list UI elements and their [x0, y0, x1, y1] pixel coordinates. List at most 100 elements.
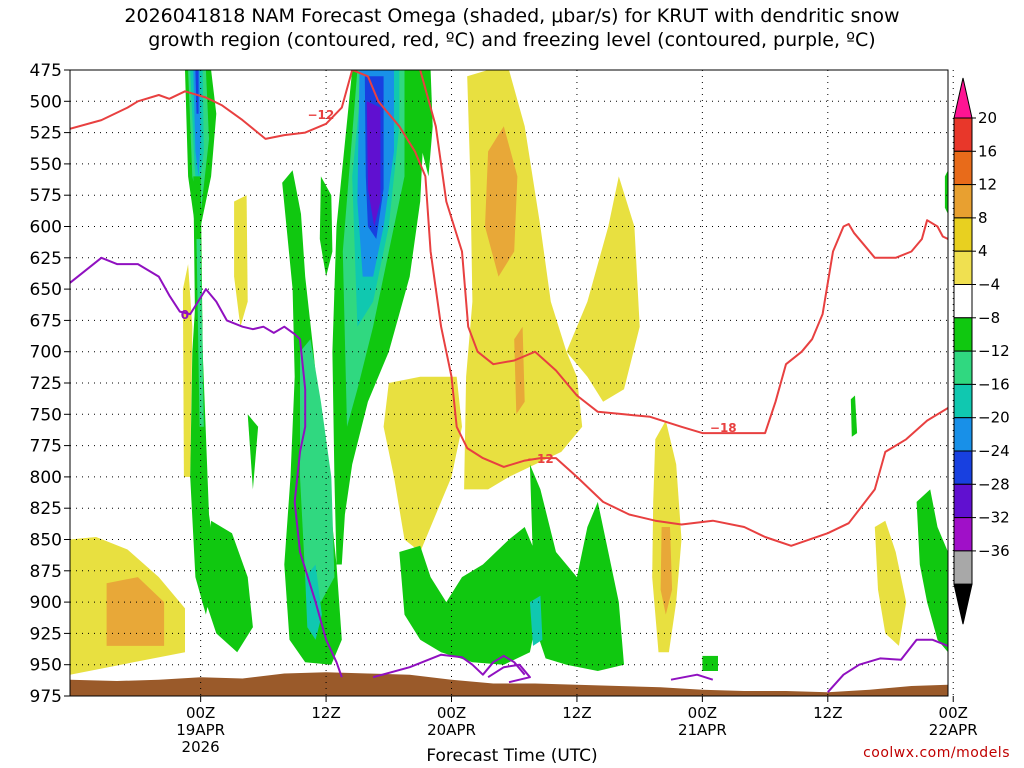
colorbar-label-7: −12 — [978, 342, 1010, 360]
omega-region-34 — [702, 655, 718, 671]
colorbar-label-3: 8 — [978, 209, 988, 227]
x-tick-label-42-0: 12Z — [562, 704, 591, 722]
omega-region-30 — [529, 464, 624, 671]
omega-region-10 — [205, 520, 253, 653]
omega-region-23 — [418, 70, 433, 177]
x-tick-label-6-0: 00Z — [186, 704, 215, 722]
x-tick-label-78-0: 00Z — [939, 704, 968, 722]
omega-region-6 — [193, 70, 201, 177]
colorbar-box-4 — [953, 250, 973, 285]
y-tick-label-700: 700 — [30, 343, 62, 363]
x-tick-label-54-0: 00Z — [688, 704, 717, 722]
colorbar: 20 16 12 8 4 −4 −8 −12 −16 −20 −24 −28 −32 −36 — [953, 77, 1010, 625]
omega-region-36 — [874, 520, 907, 646]
x-tick-label-18-0: 12Z — [311, 704, 340, 722]
y-tick-label-950: 950 — [30, 656, 62, 676]
colorbar-box-0 — [953, 117, 973, 152]
freezing-contour-3 — [670, 673, 714, 681]
omega-region-12 — [247, 414, 259, 490]
dendritic-contour-1 — [351, 70, 948, 547]
dendritic-contour-label-0: −12 — [307, 108, 334, 122]
dendritic-contour-label-2: −18 — [710, 421, 737, 435]
chart-title-line-2: growth region (contoured, red, ºC) and f… — [148, 29, 876, 51]
y-tick-label-625: 625 — [30, 249, 62, 269]
omega-region-7 — [195, 70, 199, 114]
contour-layer: −12 −12 −18 0 — [70, 70, 948, 693]
x-tick-label-66-0: 12Z — [813, 704, 842, 722]
colorbar-label-12: −32 — [978, 509, 1010, 527]
grid-layer — [70, 70, 954, 696]
y-tick-label-650: 650 — [30, 280, 62, 300]
omega-region-31 — [529, 595, 543, 646]
colorbar-label-13: −36 — [978, 542, 1010, 560]
x-tick-label-30-0: 00Z — [437, 704, 466, 722]
freezing-contour-2 — [487, 663, 531, 684]
y-tick-label-675: 675 — [30, 311, 62, 331]
colorbar-label-6: −8 — [978, 309, 1000, 327]
omega-region-28 — [383, 376, 462, 552]
omega-region-2 — [182, 264, 193, 477]
chart-title-line-1: 2026041818 NAM Forecast Omega (shaded, μ… — [124, 5, 900, 27]
colorbar-box-1 — [953, 150, 973, 186]
colorbar-top-triangle — [953, 77, 973, 119]
omega-region-27 — [514, 326, 525, 415]
y-tick-label-775: 775 — [30, 437, 62, 457]
x-tick-label-54-1: 21APR — [678, 721, 727, 739]
y-tick-label-725: 725 — [30, 374, 62, 394]
y-tick-label-750: 750 — [30, 405, 62, 425]
colorbar-box-7 — [953, 350, 973, 385]
y-tick-label-975: 975 — [30, 687, 62, 707]
omega-region-11 — [234, 195, 248, 327]
y-tick-label-575: 575 — [30, 186, 62, 206]
x-axis-label: Forecast Time (UTC) — [426, 746, 598, 766]
y-tick-label-875: 875 — [30, 562, 62, 582]
omega-region-24 — [464, 70, 583, 490]
colorbar-box-10 — [953, 450, 973, 485]
colorbar-box-3 — [953, 217, 973, 252]
y-tick-label-550: 550 — [30, 155, 62, 175]
y-tick-label-925: 925 — [30, 624, 62, 644]
credit-text[interactable]: coolwx.com/models — [863, 745, 1010, 761]
y-tick-label-525: 525 — [30, 124, 62, 144]
y-tick-label-500: 500 — [30, 92, 62, 112]
colorbar-box-9 — [953, 417, 973, 452]
freezing-contour-1 — [372, 653, 526, 679]
y-axis: 475 500 525 550 575 600 625 650 675 700 725 750 775 8… — [30, 61, 70, 707]
x-tick-label-30-1: 20APR — [427, 721, 476, 739]
dendritic-contour-0 — [70, 70, 354, 140]
colorbar-box-2 — [953, 184, 973, 219]
y-tick-label-850: 850 — [30, 531, 62, 551]
y-tick-label-800: 800 — [30, 468, 62, 488]
freezing-contour-0 — [70, 256, 343, 678]
omega-region-25 — [566, 176, 640, 402]
colorbar-label-10: −24 — [978, 442, 1010, 460]
colorbar-box-13 — [953, 550, 973, 585]
colorbar-bottom-triangle — [953, 583, 973, 625]
omega-region-29 — [399, 527, 541, 665]
colorbar-box-11 — [953, 483, 973, 519]
x-tick-label-6-1: 19APR — [176, 721, 225, 739]
y-tick-label-900: 900 — [30, 593, 62, 613]
colorbar-label-0: 20 — [978, 109, 997, 127]
omega-shading-layer — [70, 70, 948, 675]
y-tick-label-825: 825 — [30, 499, 62, 519]
colorbar-label-11: −28 — [978, 475, 1010, 493]
freezing-contour-label-0: 0 — [181, 308, 189, 322]
dendritic-contour-2 — [419, 70, 948, 435]
colorbar-label-2: 12 — [978, 176, 997, 194]
omega-region-26 — [485, 126, 518, 277]
colorbar-label-5: −4 — [978, 276, 1000, 294]
omega-region-1 — [106, 577, 165, 646]
y-tick-label-600: 600 — [30, 218, 62, 238]
colorbar-box-6 — [953, 317, 973, 352]
omega-region-9 — [196, 239, 204, 427]
colorbar-label-1: 16 — [978, 142, 997, 160]
omega-region-37 — [916, 489, 948, 653]
y-tick-label-475: 475 — [30, 61, 62, 81]
omega-region-35 — [850, 395, 858, 437]
x-tick-label-6-2: 2026 — [182, 738, 220, 756]
colorbar-box-12 — [953, 517, 973, 552]
x-tick-label-78-1: 22APR — [929, 721, 978, 739]
